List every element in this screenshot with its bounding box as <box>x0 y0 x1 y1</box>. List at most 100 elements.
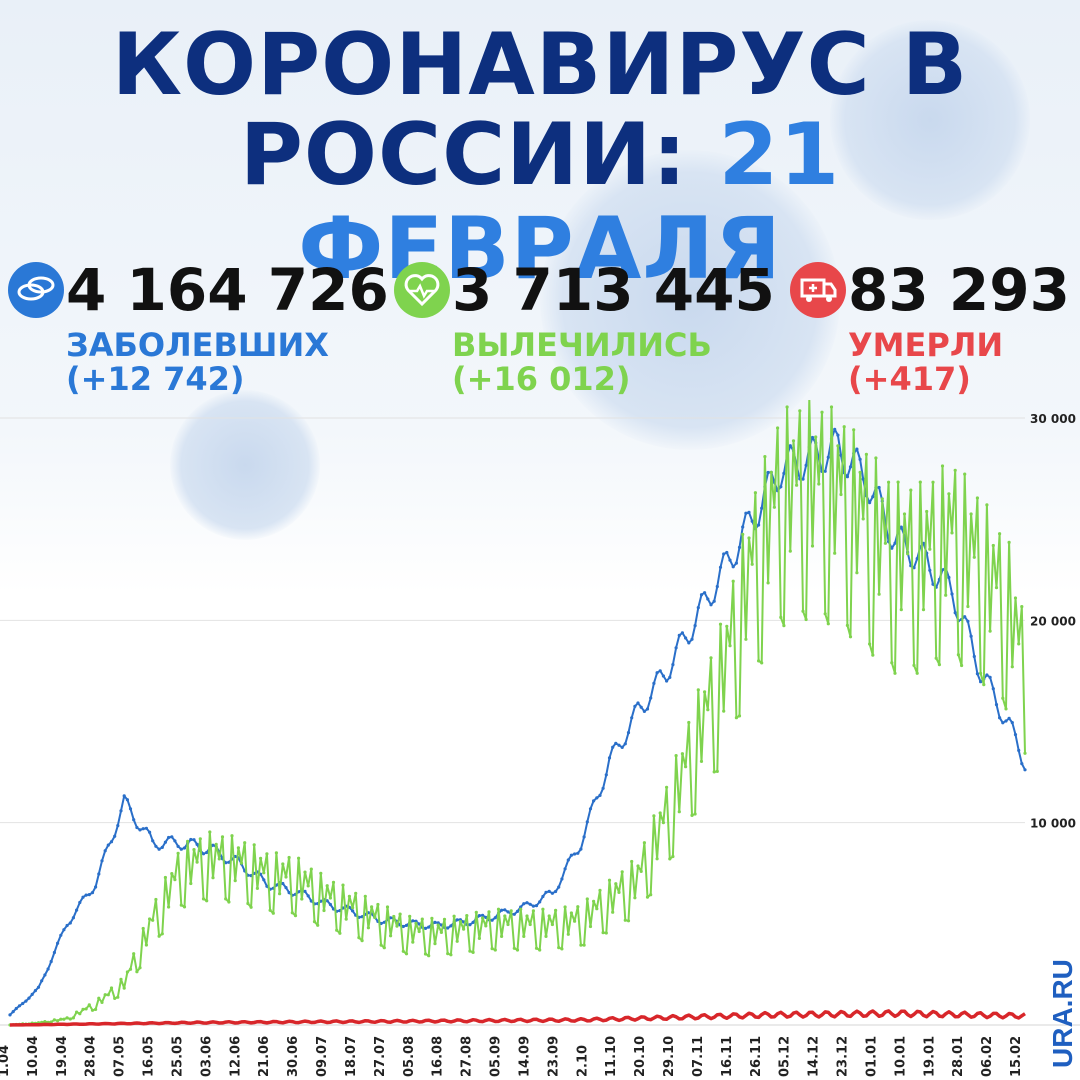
recovered-point <box>462 927 466 931</box>
title-country: РОССИИ: <box>239 105 688 205</box>
recovered-point <box>798 409 802 413</box>
recovered-point <box>195 860 199 864</box>
cases-point <box>192 838 196 842</box>
recovered-point <box>715 769 719 773</box>
recovered-point <box>217 857 221 861</box>
recovered-point <box>776 426 780 430</box>
x-tick-label: 05.08 <box>402 1036 417 1077</box>
recovered-point <box>465 914 469 918</box>
recovered-point <box>474 910 478 914</box>
recovered-point <box>734 716 739 720</box>
recovered-point <box>84 1007 88 1011</box>
cases-point <box>972 654 976 659</box>
recovered-point <box>817 482 821 486</box>
cases-point <box>227 860 231 864</box>
series-deaths-line <box>9 1009 1026 1027</box>
cases-point <box>284 886 288 890</box>
recovered-point <box>833 551 837 555</box>
cases-point <box>823 469 827 473</box>
cases-point <box>757 523 761 527</box>
cases-point <box>658 669 662 673</box>
cases-point <box>525 901 529 905</box>
recovered-point <box>883 541 888 545</box>
x-tick-label: 28.01 <box>951 1036 966 1077</box>
recovered-point <box>154 897 158 902</box>
cases-point <box>125 798 129 802</box>
virus-background-icon <box>170 390 320 540</box>
recovered-point <box>186 839 190 843</box>
cases-point <box>665 679 669 683</box>
recovered-point <box>979 671 983 675</box>
cases-point <box>538 900 542 904</box>
recovered-point <box>620 870 624 874</box>
cases-point <box>836 433 840 437</box>
recovered-point <box>401 949 405 953</box>
cases-point <box>423 926 428 931</box>
cases-point <box>604 773 608 777</box>
recovered-point <box>699 759 704 763</box>
cases-point <box>1010 721 1014 725</box>
recovered-point <box>347 894 351 898</box>
recovered-point <box>918 480 922 484</box>
recovered-point <box>278 892 282 896</box>
covid-line-chart: 1.04 10.04 19.04 28.04 07.05 16.05 25.05 03.06 1… <box>0 400 1080 1077</box>
cases-point <box>598 793 602 797</box>
cases-point <box>585 820 589 824</box>
recovered-point <box>696 688 700 692</box>
cases-point <box>680 631 685 635</box>
cases-point <box>195 842 199 846</box>
cases-point <box>557 885 561 889</box>
cases-point <box>113 834 117 838</box>
recovered-point <box>960 663 964 668</box>
cases-point <box>97 872 101 876</box>
recovered-point <box>97 996 101 1000</box>
cases-point <box>741 525 745 529</box>
recovered-point <box>106 993 110 997</box>
recovered-point <box>420 917 424 921</box>
recovered-point <box>737 714 742 718</box>
recovered-point <box>512 946 516 950</box>
cases-point <box>833 427 837 431</box>
cases-point <box>547 889 551 893</box>
cases-point <box>554 889 558 894</box>
cases-point <box>671 663 675 667</box>
recovered-point <box>224 897 228 901</box>
x-tick-label: 11.10 <box>604 1036 619 1077</box>
cases-point <box>128 807 133 811</box>
recovered-point <box>642 841 647 845</box>
recovered-point <box>157 934 161 938</box>
cases-point <box>119 809 123 813</box>
recovered-point <box>963 472 967 476</box>
recovered-point <box>71 1016 75 1020</box>
recovered-point <box>236 846 240 850</box>
cases-point <box>788 444 792 448</box>
recovered-point <box>1001 696 1005 700</box>
recovered-point <box>855 571 859 575</box>
recovered-point <box>281 862 285 866</box>
recovered-point <box>395 924 399 928</box>
recovered-point <box>59 1017 63 1021</box>
recovered-point <box>665 785 669 789</box>
cases-point <box>512 912 516 916</box>
recovered-point <box>293 914 298 918</box>
recovered-point <box>522 934 526 939</box>
recovered-point <box>899 608 903 612</box>
recovered-point <box>230 834 234 838</box>
recovered-point <box>557 946 561 950</box>
recovered-point <box>471 950 475 955</box>
x-tick-label: 25.05 <box>171 1036 186 1077</box>
recovered-point <box>814 435 818 439</box>
recovered-point <box>547 914 551 918</box>
recovered-point <box>614 882 618 886</box>
cases-point <box>531 904 536 908</box>
recovered-point <box>411 940 415 944</box>
recovered-point <box>684 765 688 769</box>
recovered-point <box>81 1007 85 1012</box>
cases-point <box>481 913 485 917</box>
cases-point <box>633 704 637 708</box>
recovered-point <box>300 897 304 901</box>
recovered-point <box>655 857 659 861</box>
cases-point <box>661 674 666 678</box>
recovered-point <box>947 492 951 496</box>
recovered-point <box>611 910 615 914</box>
